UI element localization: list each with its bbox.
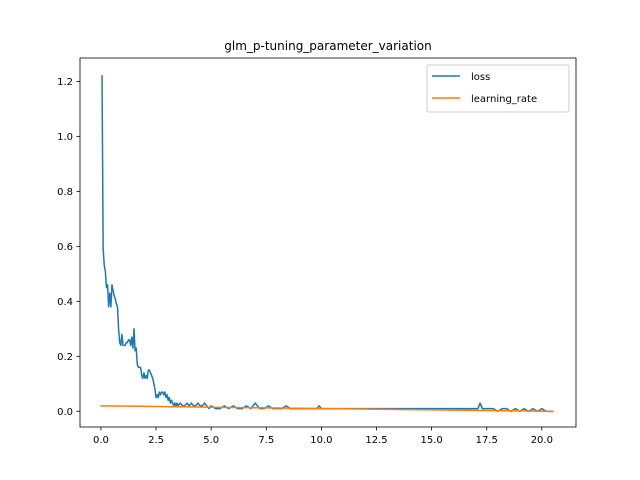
y-tick-label: 1.2 <box>57 77 73 88</box>
x-tick-label: 7.5 <box>258 435 274 446</box>
y-tick-label: 0.0 <box>57 407 73 418</box>
legend-label-loss: loss <box>471 72 490 83</box>
axes-layer: 0.0 2.5 5.0 7.5 10.0 12.5 15.0 17.5 20.0 0.0 0.2 0.… <box>57 57 577 446</box>
x-tick-label: 17.5 <box>476 435 498 446</box>
series-layer <box>100 75 554 413</box>
x-tick-label: 0.0 <box>93 435 109 446</box>
x-tick-label: 5.0 <box>203 435 219 446</box>
series-line-learning-rate <box>100 405 554 413</box>
x-tick-label: 20.0 <box>531 435 553 446</box>
legend-box <box>426 64 570 113</box>
y-tick-label: 0.2 <box>57 352 73 363</box>
x-tick-label: 10.0 <box>310 435 332 446</box>
y-tick-label: 0.4 <box>57 297 73 308</box>
x-tick-label: 12.5 <box>365 435 387 446</box>
y-tick-label: 0.6 <box>57 242 73 253</box>
legend-label-learning-rate: learning_rate <box>471 94 537 105</box>
x-tick-label: 15.0 <box>420 435 442 446</box>
y-tick-label: 1.0 <box>57 132 73 143</box>
axes-frame <box>79 57 577 428</box>
chart-title: glm_p-tuning_parameter_variation <box>224 39 431 53</box>
y-tick-label: 0.8 <box>57 187 73 198</box>
legend: loss learning_rate <box>426 64 570 113</box>
x-tick-label: 2.5 <box>148 435 164 446</box>
